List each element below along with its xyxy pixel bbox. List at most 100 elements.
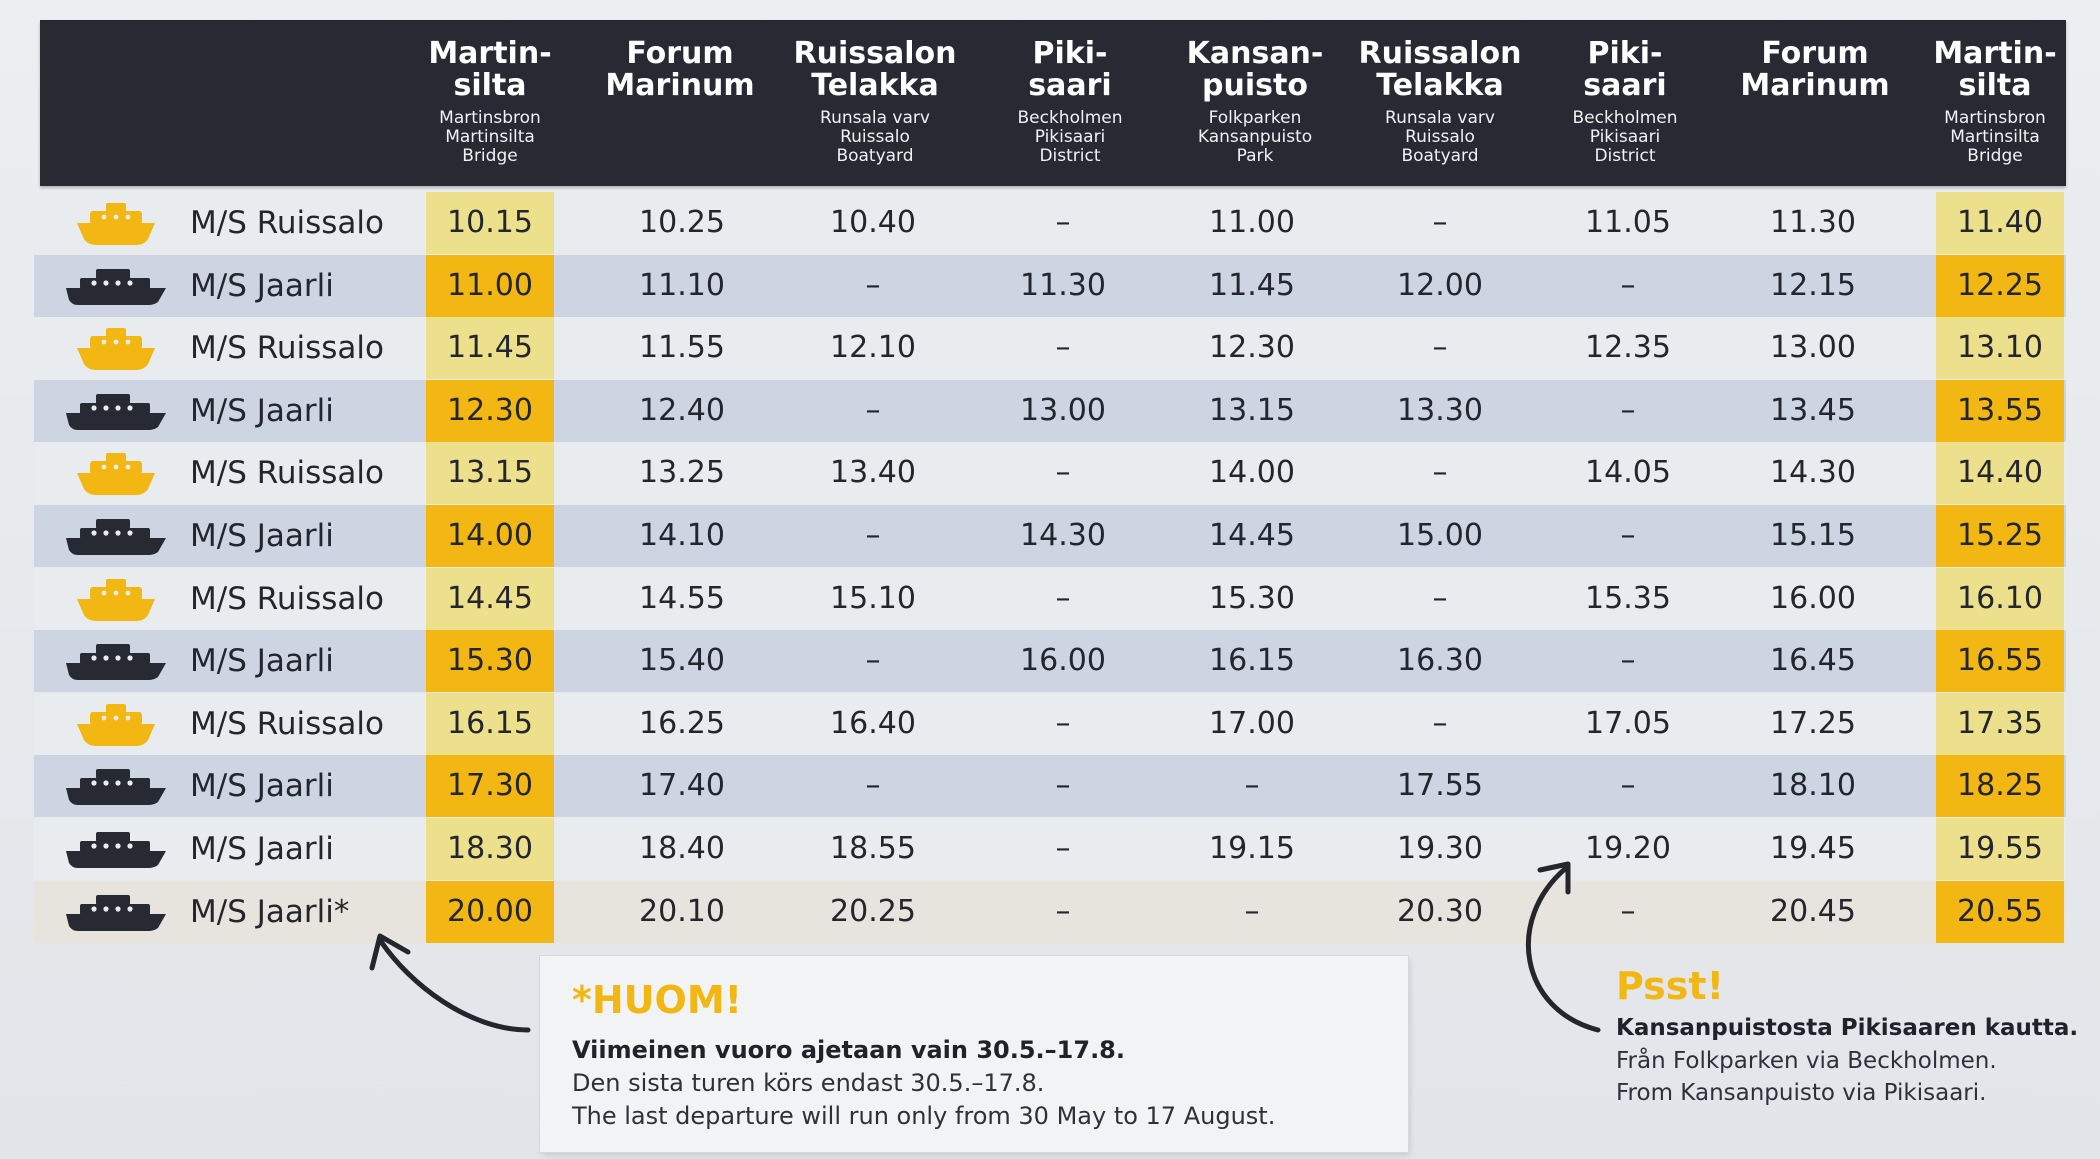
time-cell: 16.25 <box>639 705 725 741</box>
time-cell: 18.30 <box>426 818 554 880</box>
time-cell: 15.25 <box>1936 505 2064 567</box>
psst-line-sv: Från Folkparken via Beckholmen. <box>1616 1048 1997 1074</box>
time-cell: 15.35 <box>1585 580 1671 616</box>
table-row: M/S Ruissalo 11.45 11.55 12.10 – 12.30 – 12.35 1… <box>34 317 2066 380</box>
ferry-navy-icon <box>56 818 176 880</box>
time-cell: – <box>1055 705 1071 741</box>
time-cell: 12.25 <box>1936 254 2064 317</box>
time-cell: – <box>1620 643 1636 679</box>
time-cell: 12.00 <box>1397 267 1483 303</box>
header-stop-name: Piki- saari <box>1028 36 1112 103</box>
time-cell: 12.35 <box>1585 330 1671 366</box>
ship-name: M/S Ruissalo <box>190 330 385 367</box>
time-cell: 14.45 <box>1209 518 1295 553</box>
time-cell: – <box>1244 893 1260 929</box>
time-cell: 17.05 <box>1585 705 1671 741</box>
time-cell: 16.15 <box>1209 643 1295 679</box>
time-cell: 20.25 <box>830 893 916 929</box>
ferry-navy-icon <box>56 505 176 567</box>
ferry-yellow-icon <box>56 192 176 254</box>
header-col-8: Forum Marinum <box>1720 20 1910 186</box>
ship-name: M/S Jaarli* <box>190 893 350 930</box>
header-col-3: Ruissalon Telakka Runsala varv Ruissalo … <box>790 20 960 186</box>
time-cell: 11.30 <box>1770 205 1856 240</box>
time-cell: 16.45 <box>1770 643 1856 679</box>
time-cell: 16.00 <box>1020 643 1106 679</box>
time-cell: – <box>1432 330 1448 366</box>
header-col-4: Piki- saari Beckholmen Pikisaari Distric… <box>985 20 1155 186</box>
table-row: M/S Ruissalo 16.15 16.25 16.40 – 17.00 – 17.05 1… <box>34 692 2066 755</box>
time-cell: 15.15 <box>1770 518 1856 553</box>
time-cell: – <box>1620 392 1636 428</box>
ferry-yellow-icon <box>56 317 176 379</box>
time-cell: – <box>1244 768 1260 804</box>
ship-name: M/S Jaarli <box>190 768 334 805</box>
time-cell: 11.45 <box>1209 267 1295 303</box>
header-col-7: Piki- saari Beckholmen Pikisaari Distric… <box>1540 20 1710 186</box>
header-stop-sub: Beckholmen Pikisaari District <box>1572 108 1678 166</box>
time-cell: 11.05 <box>1585 205 1671 240</box>
time-cell: 12.40 <box>639 392 725 428</box>
time-cell: 14.30 <box>1770 455 1856 491</box>
header-stop-sub: Martinsbron Martinsilta Bridge <box>1944 108 2046 166</box>
huom-line-fi: Viimeinen vuoro ajetaan vain 30.5.–17.8. <box>572 1036 1125 1064</box>
time-cell: 10.15 <box>426 192 554 254</box>
header-stop-sub: Martinsbron Martinsilta Bridge <box>439 108 541 166</box>
ferry-navy-icon <box>56 255 176 317</box>
time-cell: 14.45 <box>426 567 554 630</box>
time-cell: 20.55 <box>1936 880 2064 943</box>
time-cell: 13.10 <box>1936 317 2064 380</box>
time-cell: – <box>1055 768 1071 804</box>
table-row: M/S Ruissalo 10.15 10.25 10.40 – 11.00 – 11.05 1… <box>34 192 2066 254</box>
time-cell: 11.30 <box>1020 267 1106 303</box>
time-cell: – <box>865 518 881 553</box>
time-cell: 16.55 <box>1936 630 2064 693</box>
time-cell: 17.00 <box>1209 705 1295 741</box>
time-cell: 20.00 <box>426 880 554 943</box>
time-cell: 11.45 <box>426 317 554 380</box>
time-cell: 14.10 <box>639 518 725 553</box>
header-stop-name: Ruissalon Telakka <box>793 36 957 103</box>
time-cell: 19.45 <box>1770 831 1856 866</box>
psst-line-en: From Kansanpuisto via Pikisaari. <box>1616 1080 1987 1106</box>
time-cell: 20.30 <box>1397 893 1483 929</box>
time-cell: 13.30 <box>1397 392 1483 428</box>
time-cell: 18.55 <box>830 831 916 866</box>
time-cell: – <box>1620 768 1636 804</box>
ship-name: M/S Ruissalo <box>190 455 385 492</box>
time-cell: 15.40 <box>639 643 725 679</box>
time-cell: 18.25 <box>1936 755 2064 818</box>
time-cell: 12.30 <box>426 379 554 442</box>
header-col-9: Martin- silta Martinsbron Martinsilta Br… <box>1930 20 2060 186</box>
time-cell: 18.10 <box>1770 768 1856 804</box>
time-cell: 19.55 <box>1936 818 2064 880</box>
time-cell: – <box>865 267 881 303</box>
header-stop-sub: Runsala varv Ruissalo Boatyard <box>1385 108 1495 166</box>
ship-name: M/S Jaarli <box>190 831 334 867</box>
psst-arrowhead-icon <box>1537 861 1571 895</box>
table-row: M/S Jaarli 17.30 17.40 – – – 17.55 – 18.10 18.25 <box>34 755 2066 818</box>
huom-line-sv: Den sista turen körs endast 30.5.–17.8. <box>572 1069 1045 1097</box>
ferry-navy-icon <box>56 881 176 943</box>
time-cell: – <box>1620 518 1636 553</box>
header-stop-sub: Folkparken Kansanpuisto Park <box>1197 108 1313 166</box>
ship-name: M/S Ruissalo <box>190 705 385 742</box>
time-cell: 13.00 <box>1020 392 1106 428</box>
header-col-6: Ruissalon Telakka Runsala varv Ruissalo … <box>1355 20 1525 186</box>
header-stop-name: Ruissalon Telakka <box>1358 36 1522 103</box>
time-cell: 16.40 <box>830 705 916 741</box>
ferry-yellow-icon <box>56 442 176 504</box>
psst-line-fi: Kansanpuistosta Pikisaaren kautta. <box>1616 1015 2079 1041</box>
time-cell: 19.20 <box>1585 831 1671 866</box>
time-cell: 13.25 <box>639 455 725 491</box>
time-cell: – <box>1432 205 1448 240</box>
time-cell: – <box>1055 205 1071 240</box>
time-cell: 11.00 <box>426 254 554 317</box>
header-stop-name: Piki- saari <box>1583 36 1667 103</box>
table-row: M/S Jaarli 15.30 15.40 – 16.00 16.15 16.30 – 16.… <box>34 630 2066 693</box>
header-stop-name: Kansan- puisto <box>1186 36 1324 103</box>
time-cell: – <box>1432 705 1448 741</box>
time-cell: 11.55 <box>639 330 725 366</box>
ship-name: M/S Jaarli <box>190 518 334 554</box>
time-cell: – <box>1055 330 1071 366</box>
